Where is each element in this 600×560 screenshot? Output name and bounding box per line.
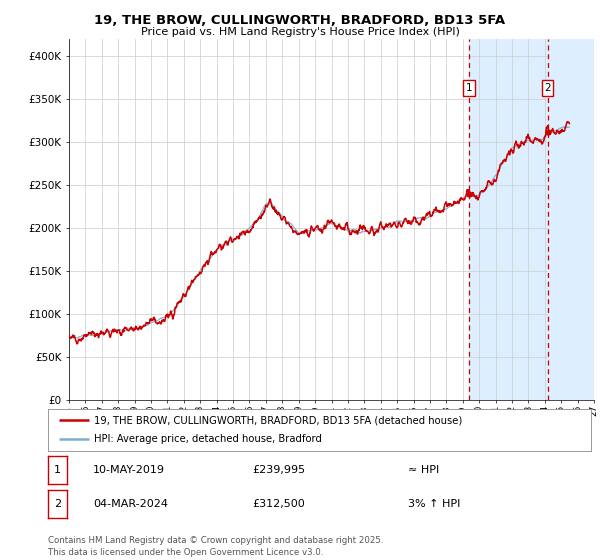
Text: HPI: Average price, detached house, Bradford: HPI: Average price, detached house, Brad…	[94, 435, 322, 445]
Text: Contains HM Land Registry data © Crown copyright and database right 2025.
This d: Contains HM Land Registry data © Crown c…	[48, 536, 383, 557]
Text: £239,995: £239,995	[252, 465, 305, 475]
Text: 1: 1	[54, 465, 61, 475]
Text: 1: 1	[466, 83, 472, 93]
Text: 2: 2	[544, 83, 551, 93]
Bar	[548, 39, 594, 400]
Text: 19, THE BROW, CULLINGWORTH, BRADFORD, BD13 5FA (detached house): 19, THE BROW, CULLINGWORTH, BRADFORD, BD…	[94, 415, 463, 425]
Text: 04-MAR-2024: 04-MAR-2024	[93, 499, 168, 509]
Text: 19, THE BROW, CULLINGWORTH, BRADFORD, BD13 5FA: 19, THE BROW, CULLINGWORTH, BRADFORD, BD…	[94, 14, 506, 27]
Text: Price paid vs. HM Land Registry's House Price Index (HPI): Price paid vs. HM Land Registry's House …	[140, 27, 460, 37]
Bar	[469, 39, 594, 400]
Text: 3% ↑ HPI: 3% ↑ HPI	[408, 499, 460, 509]
Text: ≈ HPI: ≈ HPI	[408, 465, 439, 475]
Text: £312,500: £312,500	[252, 499, 305, 509]
Text: 10-MAY-2019: 10-MAY-2019	[93, 465, 165, 475]
Text: 2: 2	[54, 499, 61, 509]
